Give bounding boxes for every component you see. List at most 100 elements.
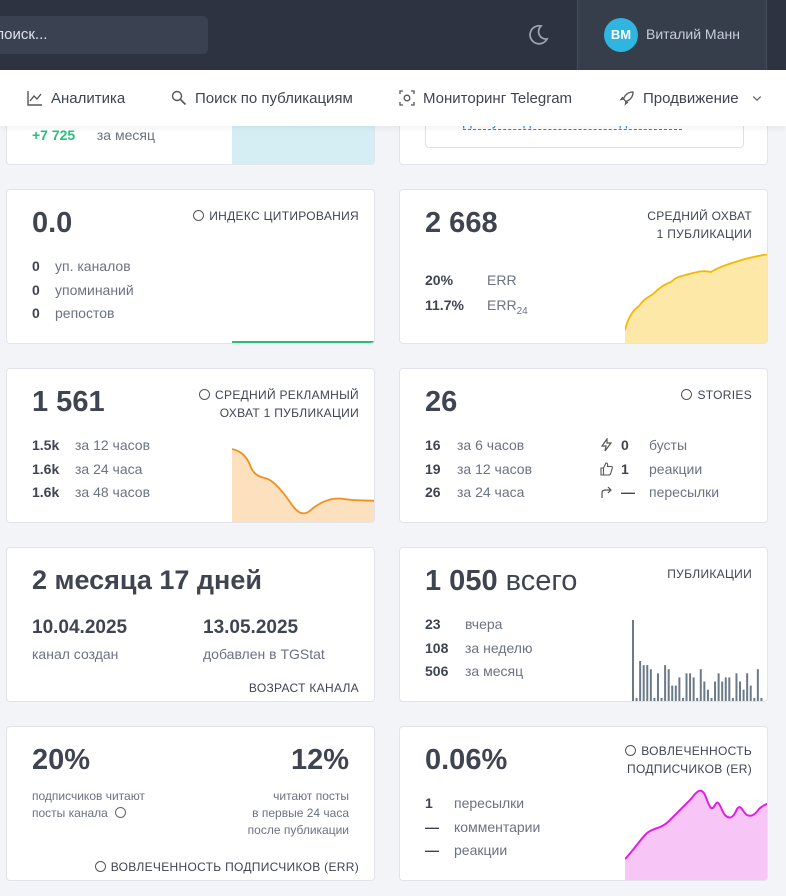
info-icon[interactable] — [625, 745, 637, 756]
rocket-icon — [619, 91, 634, 106]
publications-bar — [724, 677, 727, 701]
row-value: 19 — [425, 461, 441, 477]
search-input[interactable]: поиск... — [0, 16, 208, 54]
stories-value: 26 — [425, 386, 458, 418]
publications-bar — [756, 669, 759, 701]
nav-label: Мониторинг Telegram — [423, 89, 573, 107]
publications-bar — [642, 665, 645, 701]
moon-icon[interactable] — [525, 22, 551, 48]
info-icon[interactable] — [115, 807, 127, 818]
subscribers-growth: +7 725 — [32, 127, 76, 143]
top-bar: поиск... ВМ Виталий Манн — [0, 0, 786, 70]
row-value: 0 — [32, 282, 40, 298]
err24-label: ERR — [487, 297, 517, 313]
err-label: ERR — [487, 272, 517, 288]
publications-bar — [646, 665, 649, 701]
nav-item-promotion[interactable]: Продвижение — [619, 70, 763, 126]
err-right-value: 12% — [290, 744, 349, 776]
stories-card: 26 Stories 16 за 6 часов 19 за 12 часов 26… — [399, 368, 768, 523]
publications-bar — [685, 673, 688, 701]
reach-title: Средний охват 1 публикации — [647, 209, 752, 241]
stat-label: пересылки — [649, 484, 720, 500]
row-label: упоминаний — [55, 282, 134, 298]
row-label: за 48 часов — [75, 484, 151, 500]
row-label: за 6 часов — [457, 437, 525, 453]
publications-bar — [706, 689, 709, 701]
user-menu[interactable]: ВМ Виталий Манн — [577, 0, 767, 70]
row-label: реакции — [454, 842, 508, 858]
nav-item-search[interactable]: Поиск по публикациям — [171, 70, 353, 126]
row-label: за месяц — [465, 663, 524, 679]
user-name: Виталий Манн — [646, 26, 740, 42]
err24-value: 11.7% — [425, 297, 464, 313]
nav-label: Продвижение — [643, 89, 739, 107]
row-value: 1.6k — [32, 484, 60, 500]
row-value: 16 — [425, 437, 441, 453]
publications-bar — [664, 665, 667, 701]
stat-label: реакции — [649, 461, 703, 477]
share-icon — [601, 486, 612, 498]
row-value: 506 — [425, 663, 449, 679]
reach-sparkline — [625, 254, 767, 343]
subscribers-growth-label: за месяц — [96, 127, 155, 143]
publications-title: Публикации — [667, 567, 752, 581]
age-value: 2 месяца 17 дней — [32, 565, 262, 595]
row-label: за 12 часов — [75, 437, 151, 453]
stories-title: Stories — [681, 386, 752, 404]
publications-bar — [660, 697, 663, 701]
info-icon[interactable] — [94, 861, 106, 872]
err-left-label: подписчиков читают посты канала — [32, 789, 145, 820]
age-title: Возраст канала — [248, 681, 359, 695]
publications-bar — [728, 677, 731, 701]
info-icon[interactable] — [199, 389, 211, 400]
publications-bar — [632, 620, 634, 701]
row-value: 108 — [425, 640, 449, 656]
ad-reach-title: Средний рекламный охват 1 публикации — [199, 386, 359, 422]
err-title: Вовлеченность подписчиков (ERR) — [94, 858, 359, 876]
row-value: 1 — [425, 795, 433, 811]
row-label: за 24 часа — [457, 484, 525, 500]
row-label: за неделю — [465, 640, 533, 656]
citation-value: 0.0 — [32, 207, 73, 239]
publications-bar — [749, 685, 752, 701]
publications-bar-chart — [632, 620, 763, 701]
publications-bar — [739, 681, 742, 701]
row-label: уп. каналов — [55, 258, 131, 274]
publications-bar — [696, 697, 699, 701]
publications-bar — [639, 661, 642, 701]
nav-item-analytics[interactable]: Аналитика — [27, 70, 125, 126]
publications-bar — [735, 673, 738, 701]
info-icon[interactable] — [681, 389, 693, 400]
added-label: добавлен в TGStat — [203, 646, 325, 662]
publications-bar — [721, 681, 724, 701]
created-date: 10.04.2025 — [32, 617, 128, 638]
ad-reach-sparkline — [232, 448, 374, 522]
nav-item-monitoring[interactable]: Мониторинг Telegram — [399, 70, 572, 126]
stat-value: 1 — [621, 461, 629, 477]
er-card: 0.06% Вовлеченность подписчиков (ER) 1 пер… — [399, 726, 768, 881]
row-label: за 12 часов — [457, 461, 533, 477]
lightning-icon — [600, 437, 613, 452]
stat-value: — — [621, 484, 635, 500]
publications-bar — [717, 673, 720, 701]
row-value: 1.6k — [32, 461, 60, 477]
publications-bar — [753, 697, 756, 701]
publications-bar — [731, 697, 734, 701]
row-value: — — [425, 819, 439, 835]
publications-bar — [689, 673, 692, 701]
created-label: канал создан — [32, 646, 119, 662]
citation-card: 0.0 Индекс цитирования 0 уп. каналов 0 упо… — [6, 189, 375, 344]
row-label: вчера — [465, 616, 503, 632]
row-value: 0 — [32, 305, 40, 321]
row-label: репостов — [55, 305, 115, 321]
err-right-label: читают посты в первые 24 часа после публик… — [247, 789, 349, 837]
publications-bar — [742, 689, 745, 701]
ad-reach-value: 1 561 — [32, 386, 105, 418]
row-value: 26 — [425, 484, 441, 500]
publications-bar — [760, 697, 763, 701]
row-value: 1.5k — [32, 437, 60, 453]
citation-title: Индекс цитирования — [193, 207, 359, 225]
row-value: 23 — [425, 616, 441, 632]
info-icon[interactable] — [193, 210, 205, 221]
stat-label: бусты — [649, 437, 688, 453]
